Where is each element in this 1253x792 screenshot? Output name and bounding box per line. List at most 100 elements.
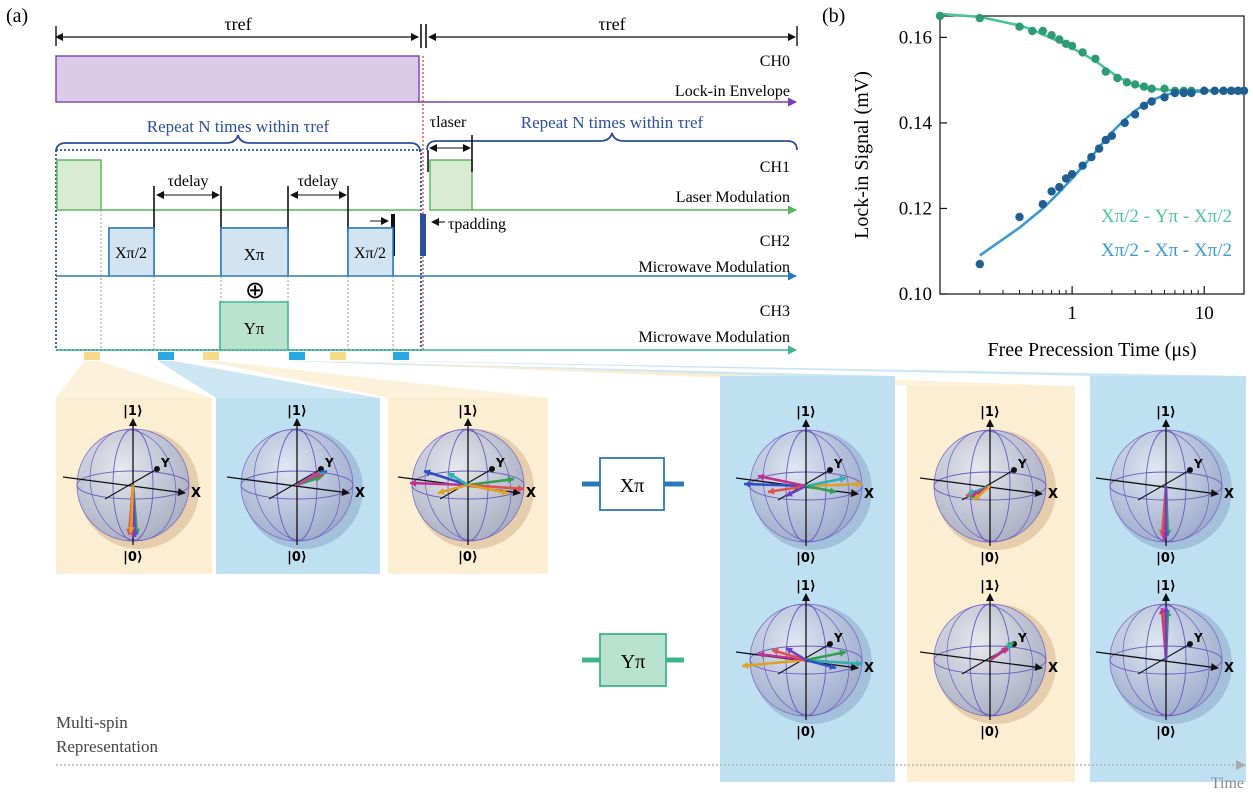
series-2-point — [1179, 88, 1189, 98]
series-2-point — [1170, 88, 1180, 98]
x-gate-label: Xπ — [620, 475, 645, 497]
axis-x-label: X — [1224, 661, 1234, 676]
series-2-point — [1078, 161, 1087, 170]
series-1-point — [1101, 67, 1111, 76]
axis-x-label: X — [864, 487, 874, 502]
series-2-point — [1047, 187, 1056, 196]
axis-y-label: Y — [324, 456, 334, 470]
x-tick-label: 10 — [1195, 303, 1214, 324]
y-tick-label: 0.10 — [899, 284, 932, 305]
repeat-left-label: Repeat N times within τref — [147, 117, 330, 136]
series-2-point — [1120, 118, 1129, 128]
series-2-point — [1067, 170, 1077, 179]
series-2-point — [1227, 86, 1236, 96]
series-1-point — [1015, 22, 1024, 31]
ch0-desc: Lock-in Envelope — [675, 83, 790, 100]
series-1-point — [1028, 26, 1037, 36]
pulse-x-half-1-label: Xπ/2 — [115, 245, 147, 262]
ch3-desc: Microwave Modulation — [638, 329, 790, 346]
series-2-point — [1101, 135, 1111, 145]
bloch-panels — [56, 361, 1246, 782]
ch1-desc: Laser Modulation — [676, 189, 790, 206]
ket1-label: |1⟩ — [980, 405, 1000, 420]
y-axis-label: Lock-in Signal (mV) — [851, 71, 873, 239]
ket0-label: |0⟩ — [123, 550, 143, 565]
series-2-point — [1139, 101, 1149, 111]
ket1-label: |1⟩ — [980, 579, 1000, 594]
legend-entry-2: Xπ/2 - Xπ - Xπ/2 — [1101, 240, 1232, 261]
series-1-point — [1139, 82, 1149, 91]
bloch-sphere-9: X Y |1⟩ |0⟩ — [1095, 579, 1234, 740]
ket1-label: |1⟩ — [1156, 405, 1176, 420]
bloch-sphere-2: X Y |1⟩ |0⟩ — [226, 404, 365, 565]
spin-vector — [805, 476, 847, 488]
series-2-point — [1015, 212, 1024, 222]
plot-frame — [939, 15, 1245, 295]
tau-laser-label: τlaser — [430, 114, 467, 131]
pulse-y-pi-label: Yπ — [244, 319, 265, 338]
axis-x-label: X — [191, 486, 201, 501]
axis-x-label: X — [1048, 487, 1058, 502]
series-2-fit-line — [979, 89, 1244, 257]
tau-delay-label-2: τdelay — [297, 173, 338, 190]
multi-spin-line2: Representation — [56, 737, 158, 756]
repeat-right-label: Repeat N times within τref — [521, 113, 704, 132]
pulse-x-half-2 — [347, 227, 394, 277]
pulse-y-pi — [219, 301, 289, 351]
y-gate: Yπ — [582, 633, 684, 687]
series-1-point — [1113, 73, 1122, 83]
x-tick-label: 1 — [1067, 303, 1077, 324]
sample-marker-3 — [203, 352, 219, 360]
series-1-point — [935, 11, 945, 21]
bloch-sphere-5: X Y |1⟩ |0⟩ — [919, 405, 1058, 566]
series-2-point — [1147, 97, 1156, 106]
series-2-point — [1094, 144, 1104, 153]
ch2-desc: Microwave Modulation — [638, 259, 790, 276]
ket1-label: |1⟩ — [796, 405, 816, 420]
axis-y-label: Y — [495, 456, 505, 470]
legend-entry-1: Xπ/2 - Yπ - Xπ/2 — [1101, 206, 1232, 227]
axis-x-label: X — [1224, 487, 1234, 502]
axis-x-label: X — [864, 661, 874, 676]
series-2-point — [1038, 200, 1048, 209]
series-2-point — [1087, 152, 1096, 162]
bloch-sphere-8: X Y |1⟩ |0⟩ — [919, 579, 1058, 740]
padding-marker — [420, 214, 426, 256]
ch1-label: CH1 — [760, 159, 790, 176]
series-2-point — [975, 259, 984, 269]
repeat-left-brace — [55, 134, 421, 153]
tau-ref-right-label: τref — [598, 14, 625, 34]
ket0-label: |0⟩ — [796, 725, 816, 740]
series-2-point — [1239, 86, 1249, 96]
ch0-label: CH0 — [760, 53, 790, 70]
ch0-envelope-pulse — [55, 55, 420, 103]
bloch-sphere-3: X Y |1⟩ |0⟩ — [397, 404, 536, 565]
ket0-label: |0⟩ — [458, 550, 478, 565]
sample-marker-1 — [84, 352, 100, 360]
series-2-point — [1107, 131, 1117, 140]
spin-vector — [743, 482, 807, 488]
panel-b-label: (b) — [822, 5, 845, 27]
bloch-spheres: X Y |1⟩ |0⟩ X Y |1⟩ |0⟩ X Y |1⟩ |0⟩ X Y |1⟩ |0⟩ X Y |1⟩ |0⟩… — [62, 404, 1234, 740]
sample-marker-5 — [330, 352, 346, 360]
y-tick-label: 0.16 — [899, 27, 932, 48]
bloch-sphere-4: X Y |1⟩ |0⟩ — [735, 405, 874, 566]
ket0-label: |0⟩ — [980, 551, 1000, 566]
repeat-right-brace — [426, 132, 798, 151]
series-1-point — [1122, 78, 1132, 87]
ket1-label: |1⟩ — [123, 404, 143, 419]
ket0-label: |0⟩ — [1156, 725, 1176, 740]
axis-x-label: X — [355, 486, 365, 501]
spin-vector — [423, 469, 469, 487]
series-2-point — [1055, 182, 1064, 192]
series-1-point — [1130, 80, 1140, 89]
x-gate: Xπ — [582, 457, 684, 511]
ket0-label: |0⟩ — [980, 725, 1000, 740]
x-axis-label: Free Precession Time (μs) — [987, 339, 1196, 361]
tau-padding-label: τpadding — [448, 216, 506, 233]
series-1-point — [1067, 41, 1077, 51]
series-1-point — [1055, 35, 1064, 44]
spin-vector — [805, 658, 863, 666]
axis-y-label: Y — [1017, 631, 1027, 645]
y-tick-label: 0.12 — [899, 198, 932, 219]
